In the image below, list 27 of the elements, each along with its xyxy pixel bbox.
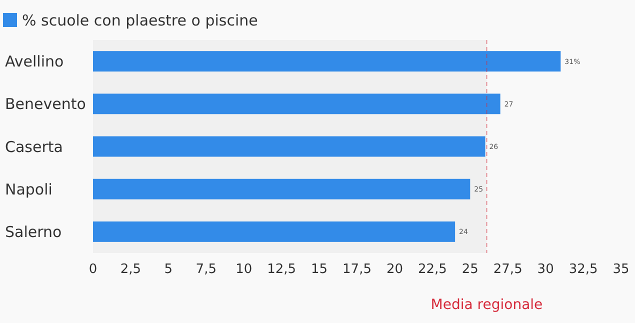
y-tick-label: Benevento [5, 95, 86, 114]
ref-line-label: Media regionale [430, 297, 543, 313]
x-tick-label: 17,5 [342, 262, 372, 277]
x-tick-label: 35 [612, 262, 630, 277]
bar [93, 51, 561, 72]
y-tick-label: Salerno [5, 222, 62, 241]
x-tick-label: 27,5 [493, 262, 522, 277]
bar [93, 136, 486, 157]
x-tick-label: 7,5 [196, 262, 216, 277]
bar [93, 178, 470, 200]
x-tick-label: 22,5 [418, 262, 447, 277]
x-tick-label: 5 [164, 262, 173, 277]
legend-label: % scuole con plaestre o piscine [22, 11, 258, 30]
x-tick-label: 15 [311, 262, 328, 277]
x-tick-label: 10 [236, 262, 252, 277]
y-tick-label: Caserta [5, 138, 63, 156]
x-tick-label: 32,5 [568, 262, 598, 277]
x-tick-label: 30 [537, 262, 554, 277]
x-tick-label: 12,5 [267, 262, 296, 277]
bar [93, 94, 500, 114]
x-tick-label: 0 [88, 262, 98, 277]
x-tick-label: 25 [462, 262, 478, 277]
x-tick-label: 2,5 [120, 262, 142, 277]
bar [93, 221, 456, 242]
y-tick-label: Napoli [5, 180, 52, 198]
y-tick-label: Avellino [5, 52, 64, 71]
x-tick-label: 20 [386, 262, 403, 277]
